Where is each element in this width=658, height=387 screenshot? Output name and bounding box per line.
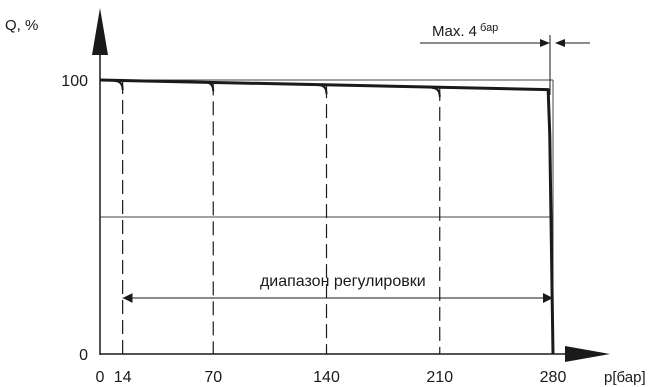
x-tick-label: 14 — [114, 369, 132, 386]
max-dim-arrow-left — [540, 39, 550, 47]
y-axis-label: Q, % — [5, 17, 38, 34]
x-tick-label: 0 — [96, 369, 105, 386]
x-axis-arrow — [565, 346, 610, 362]
dashed-series-corner — [318, 84, 328, 95]
dashed-series-corner — [431, 86, 441, 97]
y-tick-label: 100 — [61, 73, 88, 90]
max-label: Max. 4 бар — [432, 22, 498, 40]
max-label-unit: бар — [480, 22, 498, 34]
range-annotation: диапазон регулировки — [122, 273, 553, 303]
max-label-text: Max. 4 — [432, 23, 477, 40]
series — [99, 78, 555, 355]
main-series-line — [99, 78, 555, 355]
dashed-series-corner — [205, 81, 215, 92]
max-annotation: Max. 4 бар — [420, 22, 590, 95]
tick-labels: 0 14 70 140 210 280 0 100 — [61, 73, 566, 386]
max-dim-arrow-right — [555, 39, 565, 47]
dashed-series-corner — [114, 80, 124, 91]
x-tick-label: 210 — [426, 369, 453, 386]
x-tick-label: 140 — [313, 369, 340, 386]
x-axis-label: p[бар] — [604, 369, 646, 386]
x-tick-label: 280 — [540, 369, 567, 386]
y-tick-label: 0 — [79, 347, 88, 364]
x-tick-label: 70 — [204, 369, 222, 386]
y-axis-arrow — [92, 8, 108, 55]
range-label: диапазон регулировки — [260, 273, 426, 290]
